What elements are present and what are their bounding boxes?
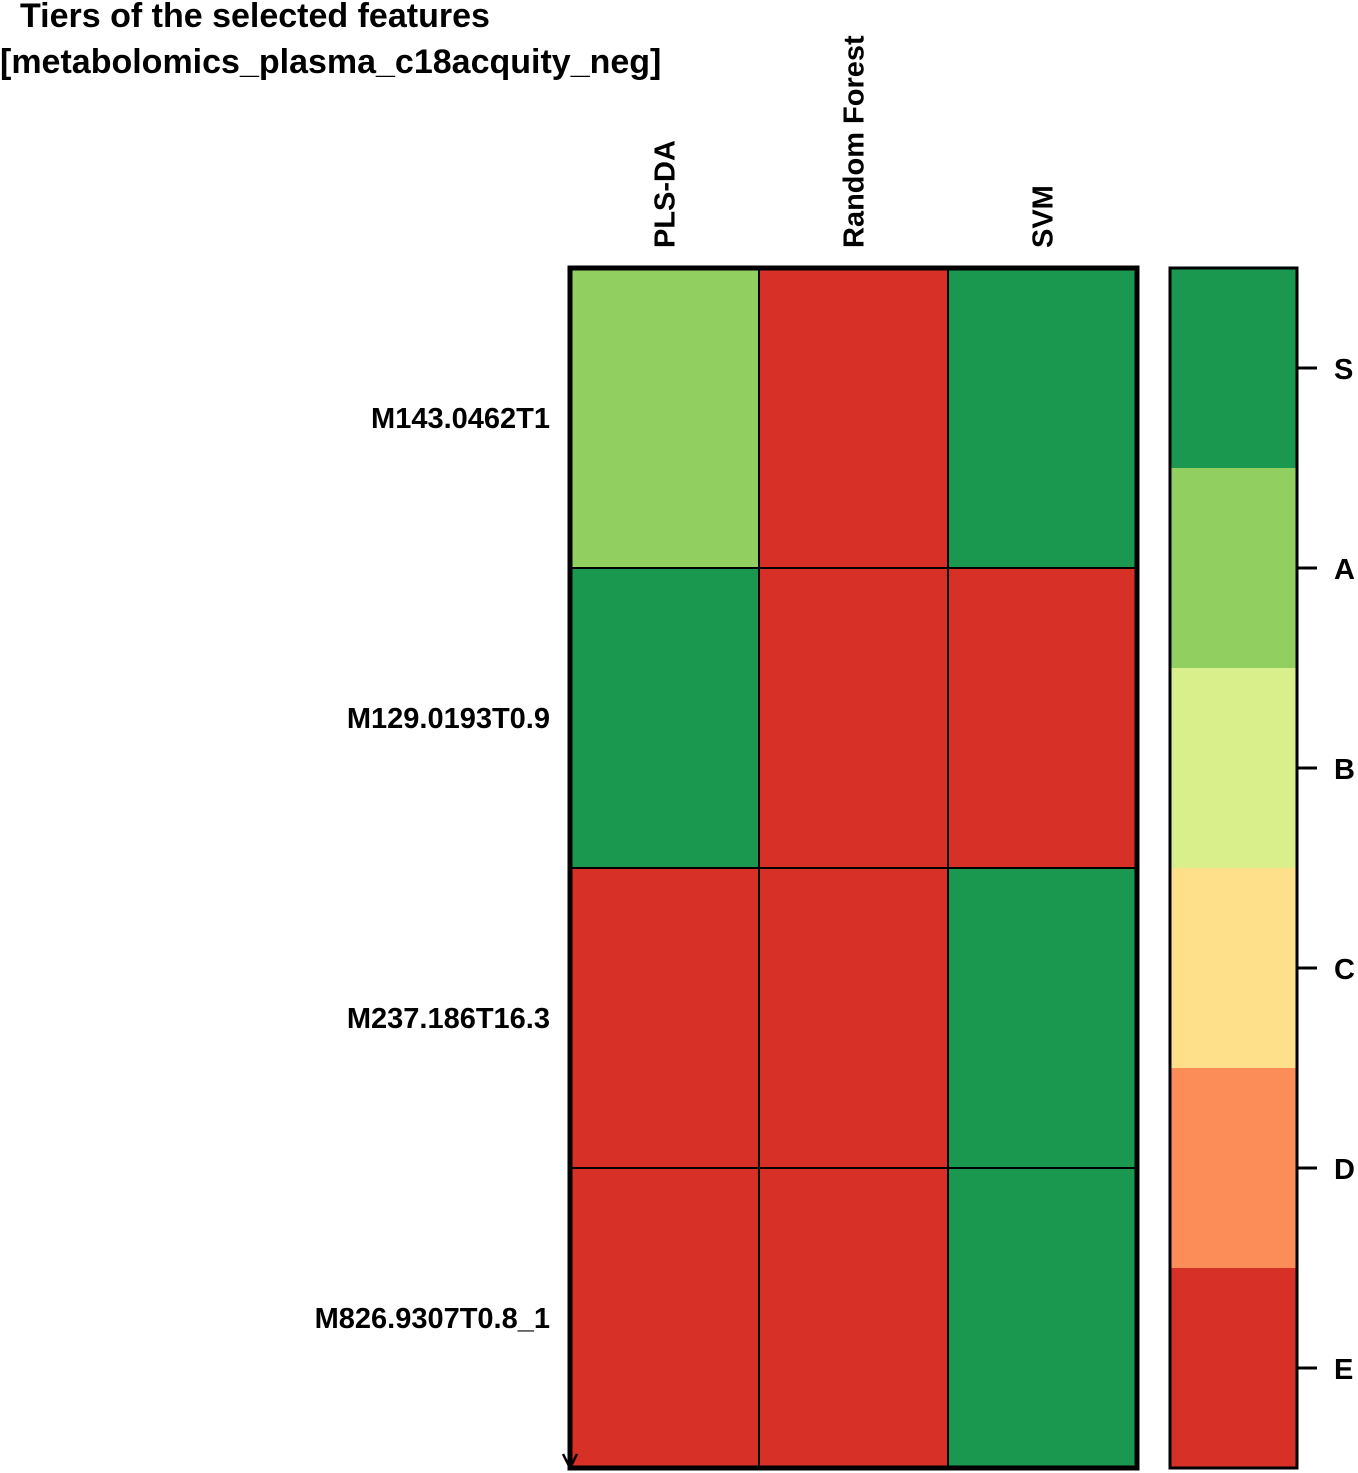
legend-swatch-c bbox=[1170, 868, 1297, 1068]
heatmap-cell-m129-0193t0-9-random-forest bbox=[759, 568, 948, 868]
legend-swatch-e bbox=[1170, 1268, 1297, 1468]
legend-label-e: E bbox=[1334, 1354, 1353, 1386]
legend-swatch-d bbox=[1170, 1068, 1297, 1268]
heatmap-cell-m129-0193t0-9-svm bbox=[948, 568, 1137, 868]
corner-arrow-mark bbox=[561, 1453, 579, 1471]
legend-label-a: A bbox=[1334, 554, 1355, 586]
heatmap-cell-m826-9307t0-8-1-random-forest bbox=[759, 1168, 948, 1468]
legend-label-b: B bbox=[1334, 754, 1355, 786]
tier-legend: S A B C D E bbox=[1168, 266, 1355, 1470]
row-labels: M143.0462T1 M129.0193T0.9 M237.186T16.3 M82… bbox=[315, 403, 550, 1335]
heatmap-cell-m143-0462t1-svm bbox=[948, 268, 1137, 568]
legend-swatch-s bbox=[1170, 268, 1297, 468]
column-labels: PLS-DA Random Forest SVM bbox=[650, 35, 1060, 248]
row-label-m129-0193t0-9: M129.0193T0.9 bbox=[347, 703, 550, 735]
row-label-m237-186t16-3: M237.186T16.3 bbox=[347, 1003, 550, 1035]
legend-swatch-a bbox=[1170, 468, 1297, 668]
column-label-pls-da: PLS-DA bbox=[650, 140, 682, 248]
row-label-m826-9307t0-8-1: M826.9307T0.8_1 bbox=[315, 1303, 550, 1335]
heatmap-cell-m826-9307t0-8-1-svm bbox=[948, 1168, 1137, 1468]
column-label-random-forest: Random Forest bbox=[839, 35, 871, 248]
heatmap-border bbox=[567, 265, 1140, 1471]
legend-swatch-b bbox=[1170, 668, 1297, 868]
legend-label-c: C bbox=[1334, 954, 1355, 986]
row-label-m143-0462t1: M143.0462T1 bbox=[371, 403, 550, 435]
heatmap-cells bbox=[570, 268, 1137, 1468]
heatmap-cell-m826-9307t0-8-1-pls-da bbox=[570, 1168, 759, 1468]
heatmap-grid bbox=[561, 265, 1140, 1471]
heatmap-cell-m237-186t16-3-pls-da bbox=[570, 868, 759, 1168]
legend-border bbox=[1168, 266, 1299, 1470]
heatmap-cell-m143-0462t1-random-forest bbox=[759, 268, 948, 568]
heatmap-cell-m237-186t16-3-random-forest bbox=[759, 868, 948, 1168]
chart-subtitle: [metabolomics_plasma_c18acquity_neg] bbox=[0, 43, 661, 81]
heatmap-cell-m143-0462t1-pls-da bbox=[570, 268, 759, 568]
heatmap-cell-m129-0193t0-9-pls-da bbox=[570, 568, 759, 868]
column-label-svm: SVM bbox=[1028, 185, 1060, 248]
chart-title: Tiers of the selected features bbox=[20, 0, 490, 35]
heatmap-cell-m237-186t16-3-svm bbox=[948, 868, 1137, 1168]
legend-label-s: S bbox=[1334, 354, 1353, 386]
legend-label-d: D bbox=[1334, 1154, 1355, 1186]
